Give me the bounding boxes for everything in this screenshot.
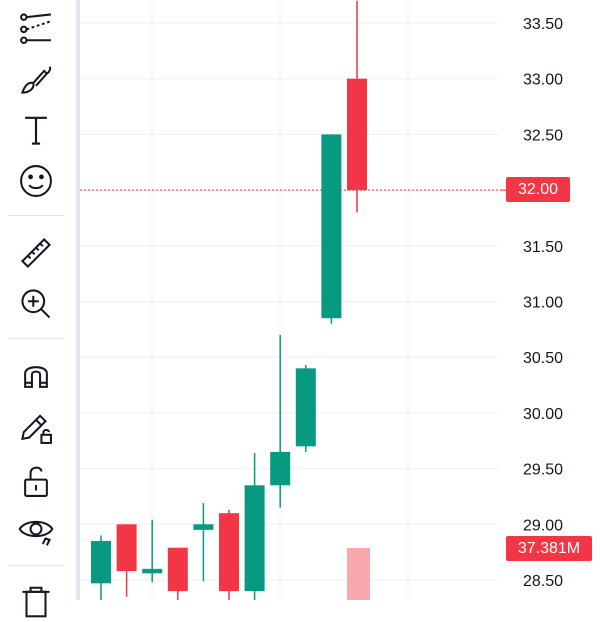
brush-icon[interactable] (14, 57, 58, 101)
candle-body-down (167, 547, 188, 592)
toolbar-separator (8, 338, 64, 339)
y-axis-tick-label: 29.50 (523, 462, 563, 479)
y-axis-tick-label: 29.00 (523, 517, 563, 534)
candle-body-up (295, 368, 316, 447)
magnet-icon[interactable] (14, 354, 58, 398)
toolbar-separator (8, 565, 64, 566)
current-volume-label: 37.381M (506, 536, 592, 561)
candle-body-up (142, 568, 163, 574)
y-axis-tick-label: 32.50 (523, 127, 563, 144)
y-axis-tick-label: 31.00 (523, 295, 563, 312)
current-price-label: 32.00 (506, 177, 570, 202)
volume-bar (347, 548, 370, 600)
candle-body-down (116, 524, 137, 572)
trend-line-tools-icon[interactable] (14, 6, 58, 50)
candle-body-down (219, 513, 239, 592)
y-axis-tick-label: 31.50 (523, 239, 563, 256)
drawing-toolbar (0, 0, 72, 618)
candle-body-up (91, 541, 111, 584)
candle-body-down (347, 78, 367, 191)
lock-drawing-icon[interactable] (14, 406, 58, 450)
chart-canvas[interactable]: 33.50 33.00 32.50 32.00 31.50 31.00 30.50 30.00… (80, 0, 600, 600)
y-axis-tick-label: 33.00 (523, 72, 563, 89)
candle-body-up (321, 134, 342, 319)
toolbar-separator (8, 215, 64, 216)
y-axis-tick-label: 28.50 (523, 573, 563, 590)
eye-icon[interactable] (14, 507, 58, 551)
ruler-icon[interactable] (14, 231, 58, 275)
candle-body-up (193, 524, 214, 530)
y-axis-tick-label: 30.00 (523, 406, 563, 423)
chart-area[interactable]: 33.50 33.00 32.50 32.00 31.50 31.00 30.50 30.00… (80, 0, 600, 600)
y-axis-tick-label: 30.50 (523, 350, 563, 367)
candle-body-up (270, 451, 291, 486)
text-icon[interactable] (14, 108, 58, 152)
y-axis-tick-label: 33.50 (523, 16, 563, 33)
unlock-icon[interactable] (14, 459, 58, 503)
emoji-icon[interactable] (14, 159, 58, 203)
candle-body-up (244, 485, 265, 592)
trash-icon[interactable] (14, 578, 58, 622)
toolbar-edge (76, 0, 80, 600)
zoom-in-icon[interactable] (14, 282, 58, 326)
